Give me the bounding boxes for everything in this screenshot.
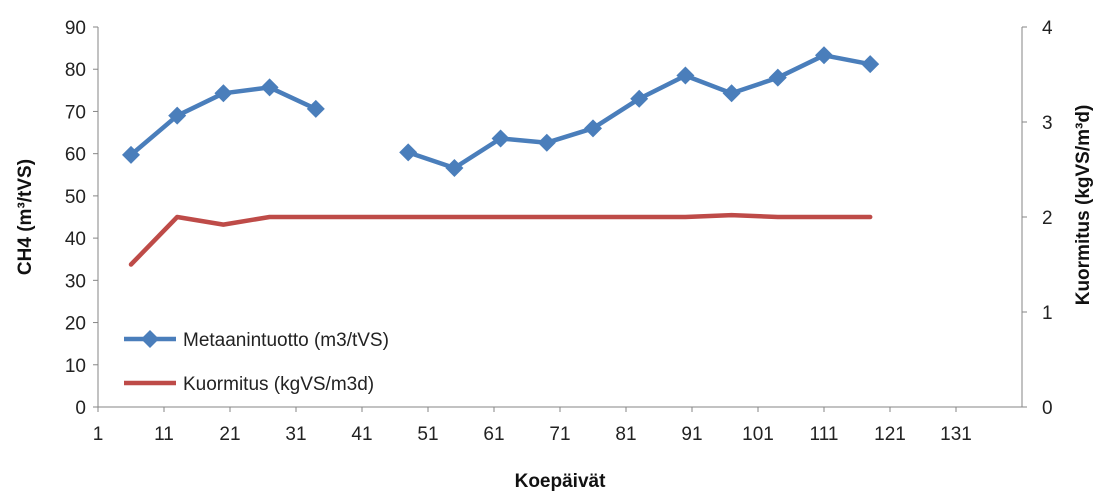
x-tick-label: 51	[417, 424, 438, 445]
legend-label-kuormitus: Kuormitus (kgVS/m3d)	[183, 374, 374, 395]
data-point-metaanintuotto	[306, 99, 325, 118]
x-axis-title: Koepäivät	[515, 471, 606, 492]
y-left-tick-label: 90	[65, 18, 86, 39]
data-point-metaanintuotto	[399, 143, 418, 162]
y-left-tick-label: 10	[65, 356, 86, 377]
y-axis-right-title: Kuormitus (kgVS/m³d)	[1073, 105, 1094, 306]
y-left-tick-label: 20	[65, 314, 86, 335]
data-point-metaanintuotto	[168, 106, 187, 125]
data-point-metaanintuotto	[260, 78, 279, 97]
data-point-metaanintuotto	[214, 84, 233, 103]
data-point-metaanintuotto	[861, 55, 880, 74]
data-point-metaanintuotto	[122, 145, 140, 164]
x-tick-label: 111	[810, 424, 839, 445]
x-tick-label: 41	[351, 424, 372, 445]
legend-marker-metaanintuotto	[141, 330, 159, 348]
x-tick-label: 11	[154, 424, 174, 445]
data-point-metaanintuotto	[584, 119, 602, 138]
y-right-tick-label: 2	[1042, 208, 1053, 229]
y-left-tick-label: 30	[65, 271, 86, 292]
data-point-metaanintuotto	[630, 89, 649, 108]
series-line-metaanintuotto	[405, 53, 873, 171]
y-right-tick-label: 1	[1042, 303, 1053, 324]
x-tick-label: 91	[681, 424, 702, 445]
x-tick-label: 1	[93, 424, 104, 445]
x-tick-label: 81	[615, 424, 636, 445]
data-point-metaanintuotto	[537, 133, 556, 152]
x-tick-label: 131	[940, 424, 972, 445]
x-tick-label: 61	[483, 424, 504, 445]
y-left-tick-label: 0	[75, 398, 86, 419]
data-point-metaanintuotto	[768, 68, 787, 87]
legend-label-metaanintuotto: Metaanintuotto (m3/tVS)	[183, 330, 389, 351]
y-axis-left-title: CH4 (m³/tVS)	[15, 159, 36, 275]
legend: Metaanintuotto (m3/tVS) Kuormitus (kgVS/m…	[124, 330, 389, 395]
x-tick-label: 21	[219, 424, 240, 445]
y-left-tick-label: 40	[65, 229, 86, 250]
data-point-metaanintuotto	[815, 46, 833, 65]
y-left-tick-label: 80	[65, 60, 86, 81]
x-tick-label: 121	[874, 424, 906, 445]
data-point-metaanintuotto	[491, 129, 510, 148]
y-left-tick-label: 60	[65, 145, 86, 166]
x-tick-label: 101	[742, 424, 774, 445]
y-left-tick-label: 50	[65, 187, 86, 208]
y-right-tick-label: 3	[1042, 113, 1053, 134]
y-right-tick-label: 0	[1042, 398, 1053, 419]
data-point-metaanintuotto	[722, 84, 741, 103]
x-tick-label: 31	[285, 424, 306, 445]
series-line-kuormitus	[128, 212, 873, 267]
data-point-metaanintuotto	[445, 159, 464, 178]
series-layer	[122, 46, 880, 267]
axes	[93, 26, 1027, 412]
data-point-metaanintuotto	[676, 66, 695, 85]
x-tick-label: 71	[549, 424, 570, 445]
y-right-tick-label: 4	[1042, 18, 1053, 39]
y-left-tick-label: 70	[65, 102, 86, 123]
